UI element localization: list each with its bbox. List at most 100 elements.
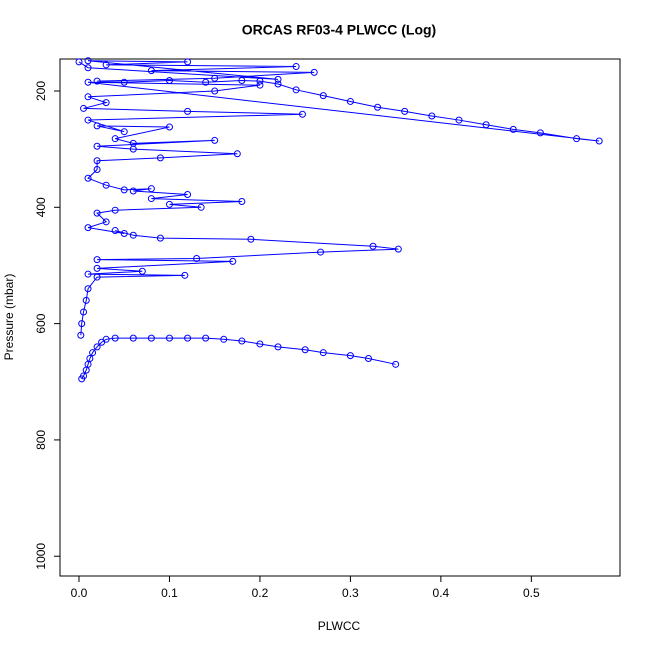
data-point: [536, 129, 544, 137]
data-point: [89, 349, 97, 357]
data-point: [147, 185, 155, 193]
data-point: [77, 331, 85, 339]
data-point: [156, 154, 164, 162]
data-point: [111, 227, 119, 235]
x-tick-label: 0.5: [523, 586, 540, 600]
data-point: [80, 308, 88, 316]
data-point: [84, 64, 92, 72]
data-point: [274, 75, 282, 83]
data-point: [211, 74, 219, 82]
data-point: [346, 97, 354, 105]
data-point: [102, 99, 110, 107]
data-point: [93, 264, 101, 272]
data-point: [193, 254, 201, 262]
data-point: [310, 68, 318, 76]
data-point: [165, 200, 173, 208]
data-point: [428, 112, 436, 120]
data-point: [509, 125, 517, 133]
data-point: [202, 78, 210, 86]
data-point: [84, 174, 92, 182]
data-point: [181, 271, 189, 279]
data-point: [298, 110, 306, 118]
data-point: [93, 165, 101, 173]
data-point: [211, 136, 219, 144]
data-point: [93, 142, 101, 150]
data-point: [156, 234, 164, 242]
data-point: [292, 63, 300, 71]
data-point: [120, 229, 128, 237]
data-point: [111, 206, 119, 214]
data-point: [184, 191, 192, 199]
data-point: [129, 139, 137, 147]
data-point: [84, 116, 92, 124]
data-point: [102, 181, 110, 189]
data-point: [319, 349, 327, 357]
data-point: [82, 296, 90, 304]
data-point: [84, 224, 92, 232]
data-point: [346, 352, 354, 360]
data-point: [129, 334, 137, 342]
data-point: [86, 354, 94, 362]
data-point: [238, 337, 246, 345]
data-point: [233, 150, 241, 158]
data-point: [129, 231, 137, 239]
y-tick-label: 200: [34, 81, 48, 101]
data-point: [93, 122, 101, 130]
data-point: [274, 80, 282, 88]
data-point: [374, 103, 382, 111]
data-point: [256, 81, 264, 89]
data-point: [120, 128, 128, 136]
y-tick-label: 400: [34, 197, 48, 217]
data-point: [75, 58, 83, 66]
data-point: [455, 116, 463, 124]
data-point: [364, 354, 372, 362]
data-point: [138, 267, 146, 275]
data-point: [93, 256, 101, 264]
data-point: [197, 203, 205, 211]
data-point: [120, 186, 128, 194]
data-point: [111, 135, 119, 143]
data-point: [256, 77, 264, 85]
x-tick-label: 0.2: [252, 586, 269, 600]
x-tick-label: 0.3: [342, 586, 359, 600]
data-point: [165, 77, 173, 85]
data-point: [229, 257, 237, 265]
data-point: [274, 343, 282, 351]
data-point: [394, 245, 402, 253]
x-tick-label: 0.4: [433, 586, 450, 600]
y-tick-label: 1000: [34, 543, 48, 570]
data-point: [238, 197, 246, 205]
plot-box: [59, 58, 621, 577]
data-point: [184, 58, 192, 66]
data-point: [78, 320, 86, 328]
data-point: [102, 335, 110, 343]
data-point: [93, 343, 101, 351]
data-point: [211, 87, 219, 95]
x-tick-label: 0.1: [161, 586, 178, 600]
data-point: [93, 77, 101, 85]
data-point: [301, 346, 309, 354]
data-point: [102, 218, 110, 226]
data-point: [129, 187, 137, 195]
data-point: [84, 78, 92, 86]
data-point: [120, 78, 128, 86]
data-point: [84, 93, 92, 101]
data-point: [317, 248, 325, 256]
data-point: [256, 340, 264, 348]
y-tick-label: 600: [34, 313, 48, 333]
data-point: [401, 107, 409, 115]
data-point: [202, 334, 210, 342]
data-point: [147, 334, 155, 342]
data-point: [80, 104, 88, 112]
x-tick-label: 0.0: [71, 586, 88, 600]
data-point: [84, 270, 92, 278]
data-point: [247, 235, 255, 243]
data-point: [165, 123, 173, 131]
data-point: [93, 273, 101, 281]
data-line: [78, 60, 600, 380]
data-point: [184, 334, 192, 342]
data-point: [165, 334, 173, 342]
data-point: [84, 57, 92, 65]
data-point: [147, 67, 155, 75]
